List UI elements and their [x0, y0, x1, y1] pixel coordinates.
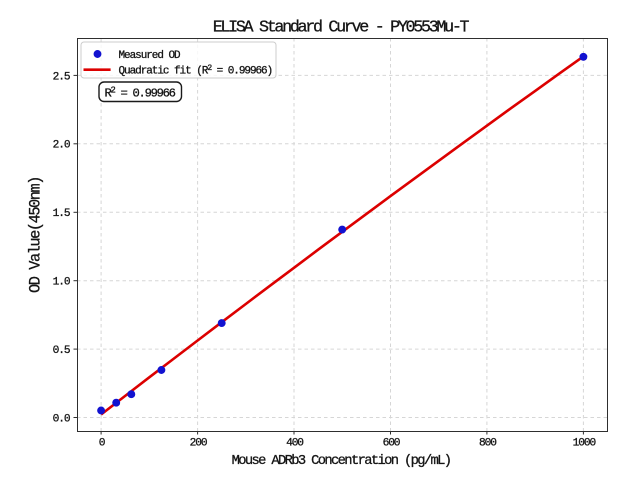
svg-text:2.0: 2.0: [53, 140, 71, 152]
svg-text:Mouse ADRb3 Concentration (pg/: Mouse ADRb3 Concentration (pg/mL): [232, 453, 451, 469]
svg-text:0: 0: [99, 437, 106, 449]
svg-text:Quadratic fit (R2 = 0.99966): Quadratic fit (R2 = 0.99966): [119, 64, 273, 78]
svg-text:1000: 1000: [573, 437, 597, 449]
svg-text:OD Value(450nm): OD Value(450nm): [27, 177, 45, 293]
svg-text:600: 600: [383, 437, 401, 449]
svg-text:1.0: 1.0: [53, 277, 71, 289]
svg-text:Measured OD: Measured OD: [119, 50, 182, 62]
svg-text:R2 = 0.99966: R2 = 0.99966: [105, 86, 176, 101]
svg-text:ELISA Standard Curve - PY0553M: ELISA Standard Curve - PY0553Mu-T: [213, 19, 470, 38]
svg-text:2.5: 2.5: [53, 71, 70, 83]
svg-text:800: 800: [479, 437, 497, 449]
svg-text:200: 200: [190, 437, 208, 449]
svg-text:0.5: 0.5: [53, 345, 70, 357]
svg-text:1.5: 1.5: [53, 208, 70, 220]
svg-text:400: 400: [286, 437, 304, 449]
svg-text:0.0: 0.0: [53, 413, 71, 425]
